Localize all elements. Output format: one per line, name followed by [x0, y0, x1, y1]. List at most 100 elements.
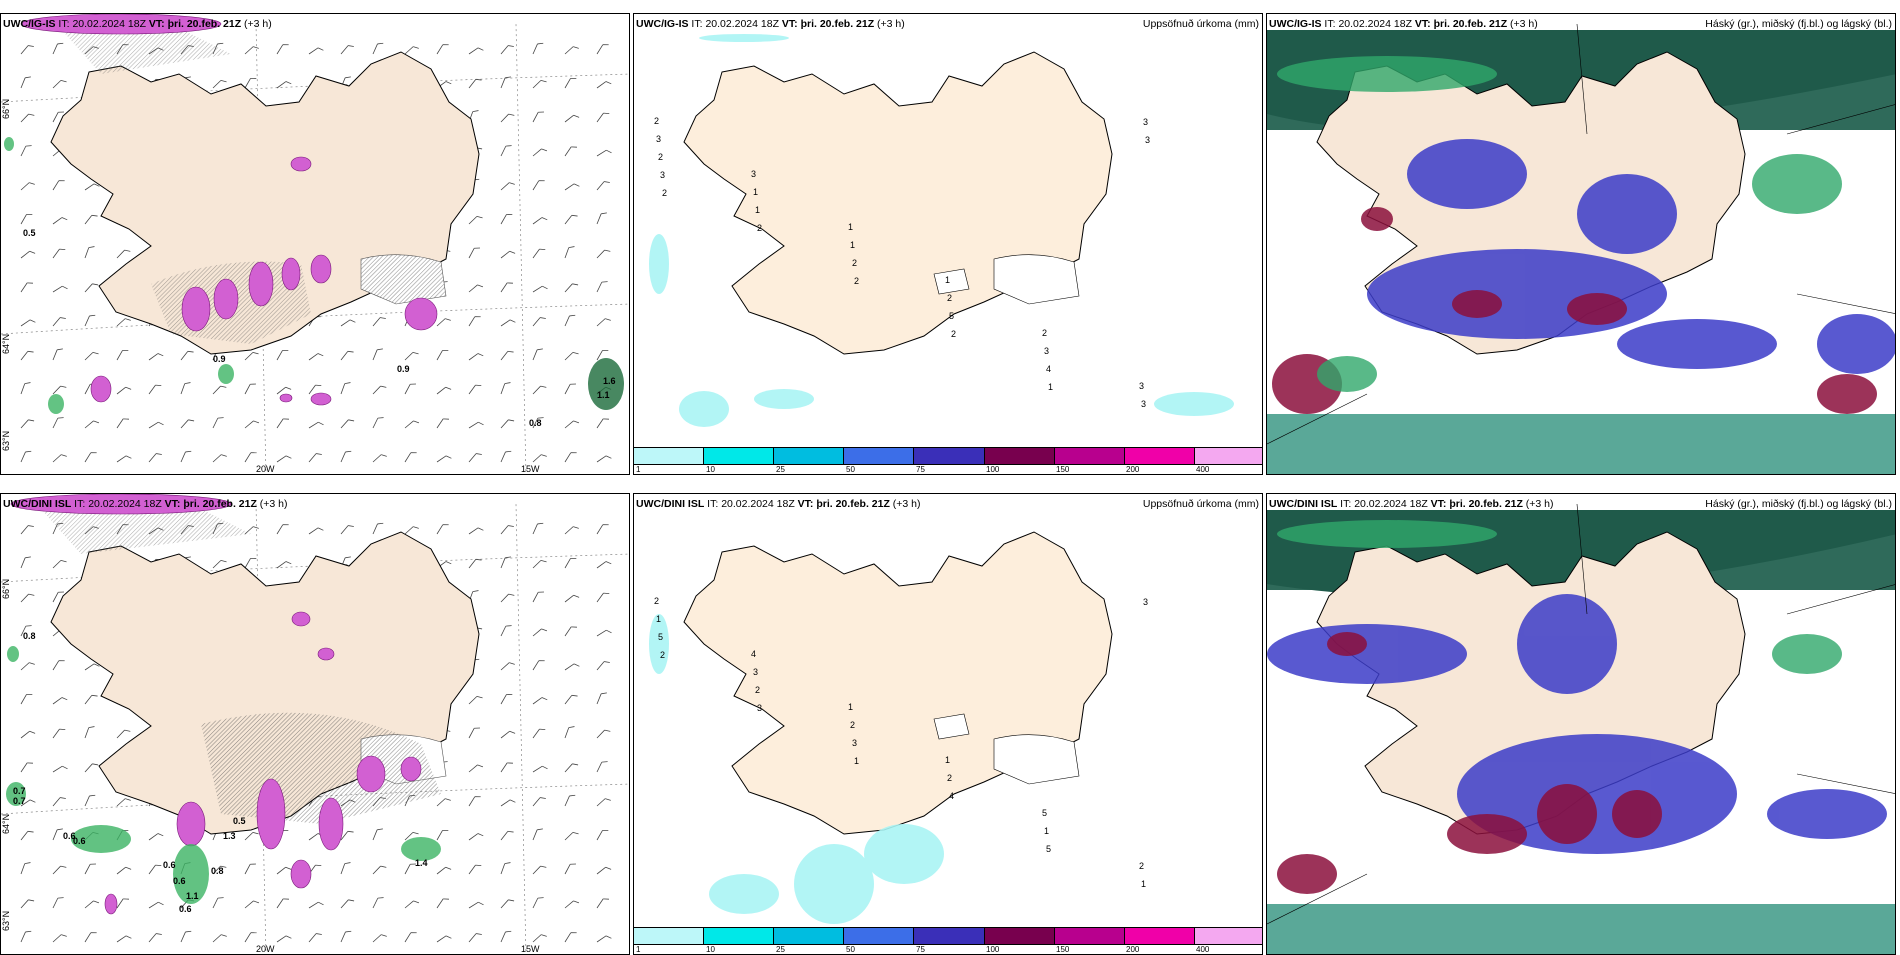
value-label: 0.5	[23, 228, 36, 238]
wind-barb	[308, 45, 324, 59]
precip-value-label: 3	[753, 667, 758, 677]
wind-barb	[372, 314, 387, 330]
wind-barb	[52, 452, 68, 467]
colorbar-label: 150	[1056, 465, 1070, 474]
wind-barb	[52, 695, 68, 709]
precip-value-label: 3	[757, 703, 762, 713]
map-title: Uppsöfnuð úrkoma (mm)	[1142, 498, 1259, 510]
wind-barb	[84, 898, 100, 913]
panel-header: UWC/DINI ISL IT: 20.02.2024 18Z VT: þri.…	[3, 498, 288, 510]
precip-value-label: 1	[1048, 382, 1053, 392]
map-canvas[interactable]: 2 4 1 1 5 2 1 3 2 2 1 1 5 2 3 4 5 3 2 3 1	[634, 494, 1263, 955]
value-label: 0.6	[179, 904, 192, 914]
wind-barb	[596, 415, 610, 432]
panel-bottom-precip-map: UWC/DINI ISL IT: 20.02.2024 18Z VT: þri.…	[633, 493, 1263, 955]
wind-barb	[52, 764, 68, 777]
precip-value-label: 4	[751, 649, 756, 659]
value-label: 1.1	[186, 891, 199, 901]
colorbar-swatch	[1194, 448, 1262, 464]
colorbar-swatch	[984, 928, 1055, 944]
wind-barb	[564, 143, 578, 160]
wind-barb	[20, 897, 35, 912]
colorbar-swatch	[844, 448, 915, 464]
wind-barb	[500, 180, 516, 195]
map-canvas[interactable]	[1267, 494, 1896, 955]
precip-value-label: 2	[660, 650, 665, 660]
wind-barb	[532, 177, 546, 194]
wind-barb	[468, 45, 484, 59]
precip-value-label: 3	[1044, 346, 1049, 356]
wind-barb	[532, 77, 547, 92]
init-time: 20.02.2024 18Z	[721, 498, 795, 510]
wind-barb	[308, 420, 324, 433]
svg-text:64°N: 64°N	[1, 814, 11, 834]
wind-barb	[340, 317, 356, 331]
wind-barb	[84, 181, 100, 195]
wind-barb	[532, 695, 548, 709]
wind-barb	[84, 312, 96, 329]
init-time: 20.02.2024 18Z	[72, 18, 146, 30]
wind-barb	[500, 591, 515, 606]
wind-barb	[52, 40, 64, 57]
wind-barb	[596, 727, 611, 742]
wind-barb	[532, 215, 548, 229]
wind-barb	[20, 728, 36, 743]
wind-barb	[500, 728, 516, 743]
wind-barb	[596, 110, 610, 126]
colorbar-label: 100	[986, 465, 1000, 474]
precip-value-label: 2	[947, 293, 952, 303]
wind-barb	[244, 555, 257, 571]
wind-barb	[148, 930, 163, 946]
wind-barb	[468, 76, 482, 92]
wind-barb	[596, 41, 610, 58]
map-canvas[interactable]	[1267, 14, 1896, 475]
wind-barb	[564, 349, 579, 364]
wind-barb	[532, 863, 547, 878]
wind-barb	[596, 864, 612, 879]
precip-value-label: 5	[1046, 844, 1051, 854]
wind-barb	[84, 761, 99, 776]
wind-barb	[500, 522, 515, 538]
wind-barb	[212, 895, 225, 911]
wind-barb	[500, 211, 513, 227]
precip-value-label: 3	[1143, 597, 1148, 607]
wind-barb	[500, 828, 514, 844]
wind-barb	[596, 590, 610, 606]
map-canvas[interactable]: 66°N 64°N 63°N 20W 15W 0.8 0.7 0.6 0.6 0…	[1, 494, 630, 955]
wind-barb	[20, 691, 33, 707]
wind-barb	[500, 143, 513, 159]
wind-barb	[468, 930, 483, 946]
map-canvas[interactable]: 66°N 64°N 63°N 20W 15W 0.5 0.9 0.9 0.8 1…	[1, 14, 630, 475]
precip-value-label: 2	[951, 329, 956, 339]
precip-value-label: 1	[854, 756, 859, 766]
wind-barb	[532, 557, 547, 572]
colorbar-label: 400	[1196, 465, 1210, 474]
wind-barb	[532, 109, 545, 125]
wind-barb	[532, 314, 547, 330]
wind-barb	[20, 860, 31, 877]
wind-barb	[500, 380, 511, 397]
wind-barb	[52, 314, 67, 330]
wind-barb	[52, 726, 66, 742]
wind-barb	[116, 453, 132, 467]
wind-barb	[116, 247, 131, 262]
wind-barb	[564, 724, 575, 741]
wind-barb	[276, 864, 292, 879]
wind-barb	[244, 829, 259, 844]
wind-barb	[564, 929, 578, 946]
wind-barb	[404, 898, 420, 913]
wind-barb	[564, 281, 579, 296]
model-name: UWC/DINI ISL	[3, 498, 72, 510]
wind-barb	[372, 346, 384, 363]
wind-barb	[52, 863, 67, 878]
wind-barb	[84, 244, 95, 261]
wind-barb	[436, 41, 450, 58]
precip-areas	[649, 614, 944, 924]
panel-header: UWC/IG-IS IT: 20.02.2024 18Z VT: þri. 20…	[1269, 18, 1538, 30]
valid-time: þri. 20.feb. 21Z	[1449, 498, 1523, 510]
wind-barb	[372, 826, 384, 843]
wind-barb	[116, 796, 132, 811]
wind-barb	[468, 556, 482, 572]
precip-areas	[649, 34, 1234, 427]
